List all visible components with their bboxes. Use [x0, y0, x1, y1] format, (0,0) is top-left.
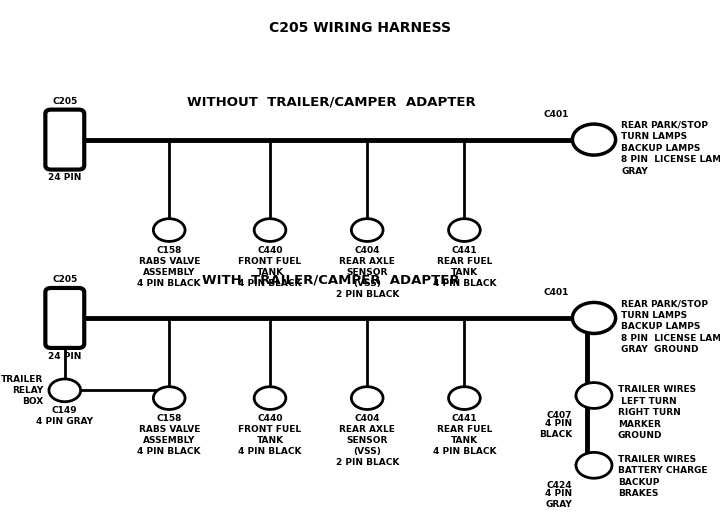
Circle shape	[254, 387, 286, 409]
Circle shape	[254, 219, 286, 241]
Text: 24 PIN: 24 PIN	[48, 173, 81, 182]
Text: C424: C424	[546, 481, 572, 490]
Circle shape	[49, 379, 81, 402]
Text: TRAILER WIRES
BATTERY CHARGE
BACKUP
BRAKES: TRAILER WIRES BATTERY CHARGE BACKUP BRAK…	[618, 455, 707, 498]
Circle shape	[576, 452, 612, 478]
Text: C158
RABS VALVE
ASSEMBLY
4 PIN BLACK: C158 RABS VALVE ASSEMBLY 4 PIN BLACK	[138, 414, 201, 456]
FancyBboxPatch shape	[45, 288, 84, 348]
Text: C407: C407	[547, 411, 572, 420]
Text: C205 WIRING HARNESS: C205 WIRING HARNESS	[269, 21, 451, 35]
Circle shape	[449, 219, 480, 241]
Circle shape	[572, 124, 616, 155]
FancyBboxPatch shape	[45, 110, 84, 170]
Circle shape	[572, 302, 616, 333]
Text: C205: C205	[52, 97, 78, 106]
Text: REAR PARK/STOP
TURN LAMPS
BACKUP LAMPS
8 PIN  LICENSE LAMPS
GRAY: REAR PARK/STOP TURN LAMPS BACKUP LAMPS 8…	[621, 121, 720, 176]
Text: C441
REAR FUEL
TANK
4 PIN BLACK: C441 REAR FUEL TANK 4 PIN BLACK	[433, 414, 496, 456]
Text: WITHOUT  TRAILER/CAMPER  ADAPTER: WITHOUT TRAILER/CAMPER ADAPTER	[186, 96, 476, 109]
Text: C205: C205	[52, 276, 78, 284]
Text: REAR PARK/STOP
TURN LAMPS
BACKUP LAMPS
8 PIN  LICENSE LAMPS
GRAY  GROUND: REAR PARK/STOP TURN LAMPS BACKUP LAMPS 8…	[621, 299, 720, 354]
Text: C404
REAR AXLE
SENSOR
(VSS)
2 PIN BLACK: C404 REAR AXLE SENSOR (VSS) 2 PIN BLACK	[336, 414, 399, 467]
Circle shape	[351, 387, 383, 409]
Circle shape	[153, 387, 185, 409]
Text: C149
4 PIN GRAY: C149 4 PIN GRAY	[36, 406, 94, 426]
Text: TRAILER
RELAY
BOX: TRAILER RELAY BOX	[1, 375, 43, 406]
Text: C401: C401	[544, 110, 569, 119]
Circle shape	[576, 383, 612, 408]
Circle shape	[351, 219, 383, 241]
Text: C401: C401	[544, 288, 569, 297]
Text: 24 PIN: 24 PIN	[48, 352, 81, 360]
Text: TRAILER WIRES
 LEFT TURN
RIGHT TURN
MARKER
GROUND: TRAILER WIRES LEFT TURN RIGHT TURN MARKE…	[618, 385, 696, 440]
Text: 4 PIN
GRAY: 4 PIN GRAY	[545, 489, 572, 509]
Text: C404
REAR AXLE
SENSOR
(VSS)
2 PIN BLACK: C404 REAR AXLE SENSOR (VSS) 2 PIN BLACK	[336, 246, 399, 299]
Circle shape	[449, 387, 480, 409]
Circle shape	[153, 219, 185, 241]
Text: C440
FRONT FUEL
TANK
4 PIN BLACK: C440 FRONT FUEL TANK 4 PIN BLACK	[238, 414, 302, 456]
Text: C440
FRONT FUEL
TANK
4 PIN BLACK: C440 FRONT FUEL TANK 4 PIN BLACK	[238, 246, 302, 288]
Text: C441
REAR FUEL
TANK
4 PIN BLACK: C441 REAR FUEL TANK 4 PIN BLACK	[433, 246, 496, 288]
Text: 4 PIN
BLACK: 4 PIN BLACK	[539, 419, 572, 439]
Text: WITH  TRAILER/CAMPER  ADAPTER: WITH TRAILER/CAMPER ADAPTER	[202, 274, 460, 287]
Text: C158
RABS VALVE
ASSEMBLY
4 PIN BLACK: C158 RABS VALVE ASSEMBLY 4 PIN BLACK	[138, 246, 201, 288]
